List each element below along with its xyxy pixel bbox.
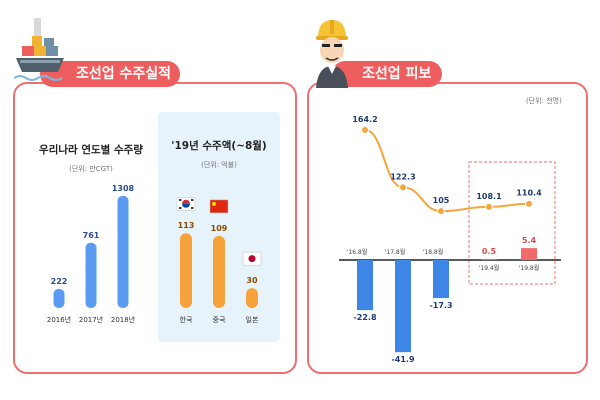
insured-change-bar — [521, 248, 537, 260]
korea-flag-icon — [176, 196, 196, 211]
insured-change-bar — [357, 260, 373, 311]
insured-unit: (단위: 천명) — [526, 97, 562, 105]
insured-change-bar — [433, 260, 449, 299]
orders-2019-value-label: 30 — [246, 276, 258, 285]
insured-line-point — [437, 207, 445, 216]
orders-2019-value-label: 109 — [211, 224, 228, 233]
insured-line-point — [361, 125, 369, 134]
insured-line-point — [399, 183, 407, 192]
insured-change-label: -17.3 — [429, 301, 452, 310]
insured-category-label: '18.8월 — [423, 248, 444, 256]
insured-change-bar — [395, 260, 411, 353]
annual-orders-chart: 222 2016년 761 2017년 1308 2018년 — [47, 184, 135, 324]
insured-change-bar — [481, 258, 497, 260]
orders-section-title: 조선업 수주실적 — [40, 61, 180, 87]
insured-line-label: 110.4 — [516, 189, 542, 198]
insured-change-label: -22.8 — [353, 313, 376, 322]
annual-bar — [53, 288, 65, 308]
orders-2019-bar — [213, 235, 225, 308]
insured-line-label: 108.1 — [476, 192, 502, 201]
annual-bar — [117, 195, 129, 308]
annual-category-label: 2016년 — [47, 315, 71, 324]
insured-category-label: '19.4월 — [479, 264, 500, 272]
insured-line-point — [525, 199, 533, 208]
china-flag-icon — [209, 199, 229, 214]
orders-2019-category-label: 일본 — [246, 315, 259, 324]
insured-line-label: 164.2 — [352, 115, 377, 124]
insured-panel — [307, 82, 588, 374]
annual-value-label: 222 — [51, 277, 68, 286]
insured-line-label: 122.3 — [390, 172, 415, 181]
annual-bar — [85, 242, 97, 308]
orders-2019-category-label: 한국 — [180, 316, 193, 324]
orders-2019-chart: 113 한국 109 중국 30 일본 — [176, 196, 262, 324]
japan-flag-icon — [242, 251, 262, 266]
annual-orders-unit: (단위: 만CGT) — [69, 165, 113, 173]
orders-2019-bar — [180, 233, 192, 308]
insured-line-point — [485, 202, 493, 211]
annual-orders-title: 우리나라 연도별 수주량 — [39, 144, 143, 156]
insured-section-title: 조선업 피보험자 — [332, 61, 442, 108]
highlight-box — [468, 161, 556, 285]
worker-icon — [316, 20, 348, 88]
insured-category-label: '16.8월 — [347, 248, 368, 256]
ship-icon — [14, 18, 64, 81]
orders-2019-value-label: 113 — [178, 221, 195, 230]
insured-change-label: 0.5 — [482, 247, 497, 256]
insured-change-label: -41.9 — [391, 355, 414, 364]
orders-2019-title: '19년 수주액(~8월) — [171, 140, 267, 152]
insured-category-label: '19.8월 — [519, 264, 540, 272]
orders-2019-category-label: 중국 — [213, 316, 226, 324]
orders-2019-unit: (단위: 억불) — [201, 161, 237, 169]
annual-category-label: 2017년 — [79, 315, 103, 324]
insured-category-label: '17.8월 — [385, 248, 406, 256]
annual-value-label: 761 — [83, 231, 100, 240]
insured-line-label: 105 — [433, 196, 450, 205]
insured-change-label: 5.4 — [522, 236, 537, 245]
annual-value-label: 1308 — [112, 184, 135, 193]
insured-chart: 164.2 122.3 105 108.1 110.4 -22.8 '16.8월 -41.9 '… — [339, 115, 561, 364]
orders-2019-bar — [246, 288, 258, 308]
annual-category-label: 2018년 — [111, 315, 135, 324]
